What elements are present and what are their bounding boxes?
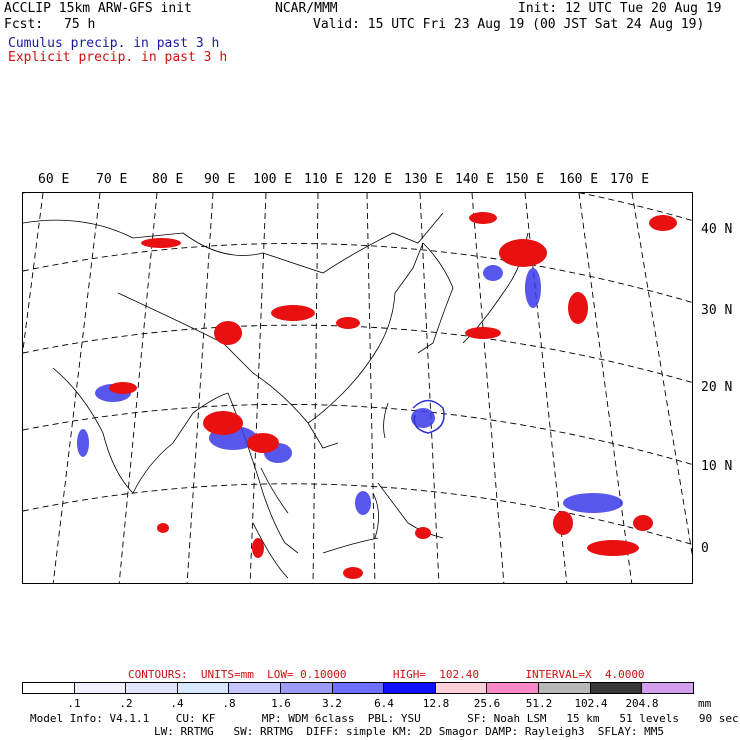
lat-label: 30 N xyxy=(701,303,733,318)
colorbar-swatch xyxy=(435,683,488,693)
lon-label: 100 E xyxy=(253,172,293,187)
model-physics: LW: RRTMG SW: RRTMG DIFF: simple KM: 2D … xyxy=(154,725,664,738)
legend-explicit: Explicit precip. in past 3 h xyxy=(8,50,228,65)
colorbar-swatch xyxy=(229,683,282,693)
legend-cumulus: Cumulus precip. in past 3 h xyxy=(8,36,220,51)
colorbar-swatch xyxy=(126,683,178,693)
colorbar-tick: 12.8 xyxy=(422,697,450,710)
colorbar-tick: .4 xyxy=(170,697,184,710)
lat-label: 40 N xyxy=(701,222,733,237)
model-title: ACCLIP 15km ARW-GFS init xyxy=(4,1,192,16)
colorbar-tick: .8 xyxy=(222,697,236,710)
lon-label: 80 E xyxy=(152,172,184,187)
precip-fields xyxy=(77,212,677,579)
typhoon-swirl xyxy=(412,399,445,434)
fcst-label: Fcst: xyxy=(4,17,44,32)
map-canvas xyxy=(23,193,692,583)
colorbar-tick: 1.6 xyxy=(271,697,291,710)
fcst-value: 75 h xyxy=(64,17,96,32)
colorbar-swatch xyxy=(384,683,436,693)
colorbar-swatch xyxy=(23,683,75,693)
explicit-precip xyxy=(109,212,677,579)
colorbar-tick: 204.8 xyxy=(625,697,659,710)
colorbar-swatch xyxy=(590,683,643,693)
lon-label: 90 E xyxy=(204,172,236,187)
lat-label: 10 N xyxy=(701,459,733,474)
lat-label: 0 xyxy=(701,541,709,556)
lon-label: 110 E xyxy=(304,172,344,187)
precip-map xyxy=(22,192,693,584)
colorbar-tick: .1 xyxy=(67,697,81,710)
colorbar-tick: 25.6 xyxy=(473,697,501,710)
colorbar-swatch xyxy=(487,683,540,693)
colorbar-tick: 6.4 xyxy=(374,697,394,710)
lon-label: 160 E xyxy=(559,172,599,187)
lon-label: 170 E xyxy=(610,172,650,187)
colorbar-swatch xyxy=(539,683,591,693)
colorbar-tick: 102.4 xyxy=(574,697,608,710)
colorbar-units: mm xyxy=(698,697,712,710)
lon-label: 150 E xyxy=(505,172,545,187)
colorbar-swatch xyxy=(332,683,385,693)
contours-info: CONTOURS: UNITS=mm LOW= 0.10000 HIGH= 10… xyxy=(128,668,645,681)
colorbar-tick: 3.2 xyxy=(322,697,342,710)
init-time: Init: 12 UTC Tue 20 Aug 19 xyxy=(518,1,722,16)
lon-label: 140 E xyxy=(455,172,495,187)
lat-label: 20 N xyxy=(701,380,733,395)
colorbar-swatch xyxy=(642,683,693,693)
lon-label: 120 E xyxy=(353,172,393,187)
lon-label: 130 E xyxy=(404,172,444,187)
colorbar xyxy=(22,682,694,694)
colorbar-tick: 51.2 xyxy=(525,697,553,710)
colorbar-tick: .2 xyxy=(119,697,133,710)
valid-time: Valid: 15 UTC Fri 23 Aug 19 (00 JST Sat … xyxy=(313,17,705,32)
lon-label: 60 E xyxy=(38,172,70,187)
lon-label: 70 E xyxy=(96,172,128,187)
model-info: Model Info: V4.1.1 CU: KF MP: WDM 6class… xyxy=(30,712,739,725)
colorbar-swatch xyxy=(177,683,230,693)
org-label: NCAR/MMM xyxy=(275,1,338,16)
colorbar-swatch xyxy=(281,683,333,693)
cumulus-precip xyxy=(77,265,623,515)
colorbar-swatch xyxy=(74,683,127,693)
